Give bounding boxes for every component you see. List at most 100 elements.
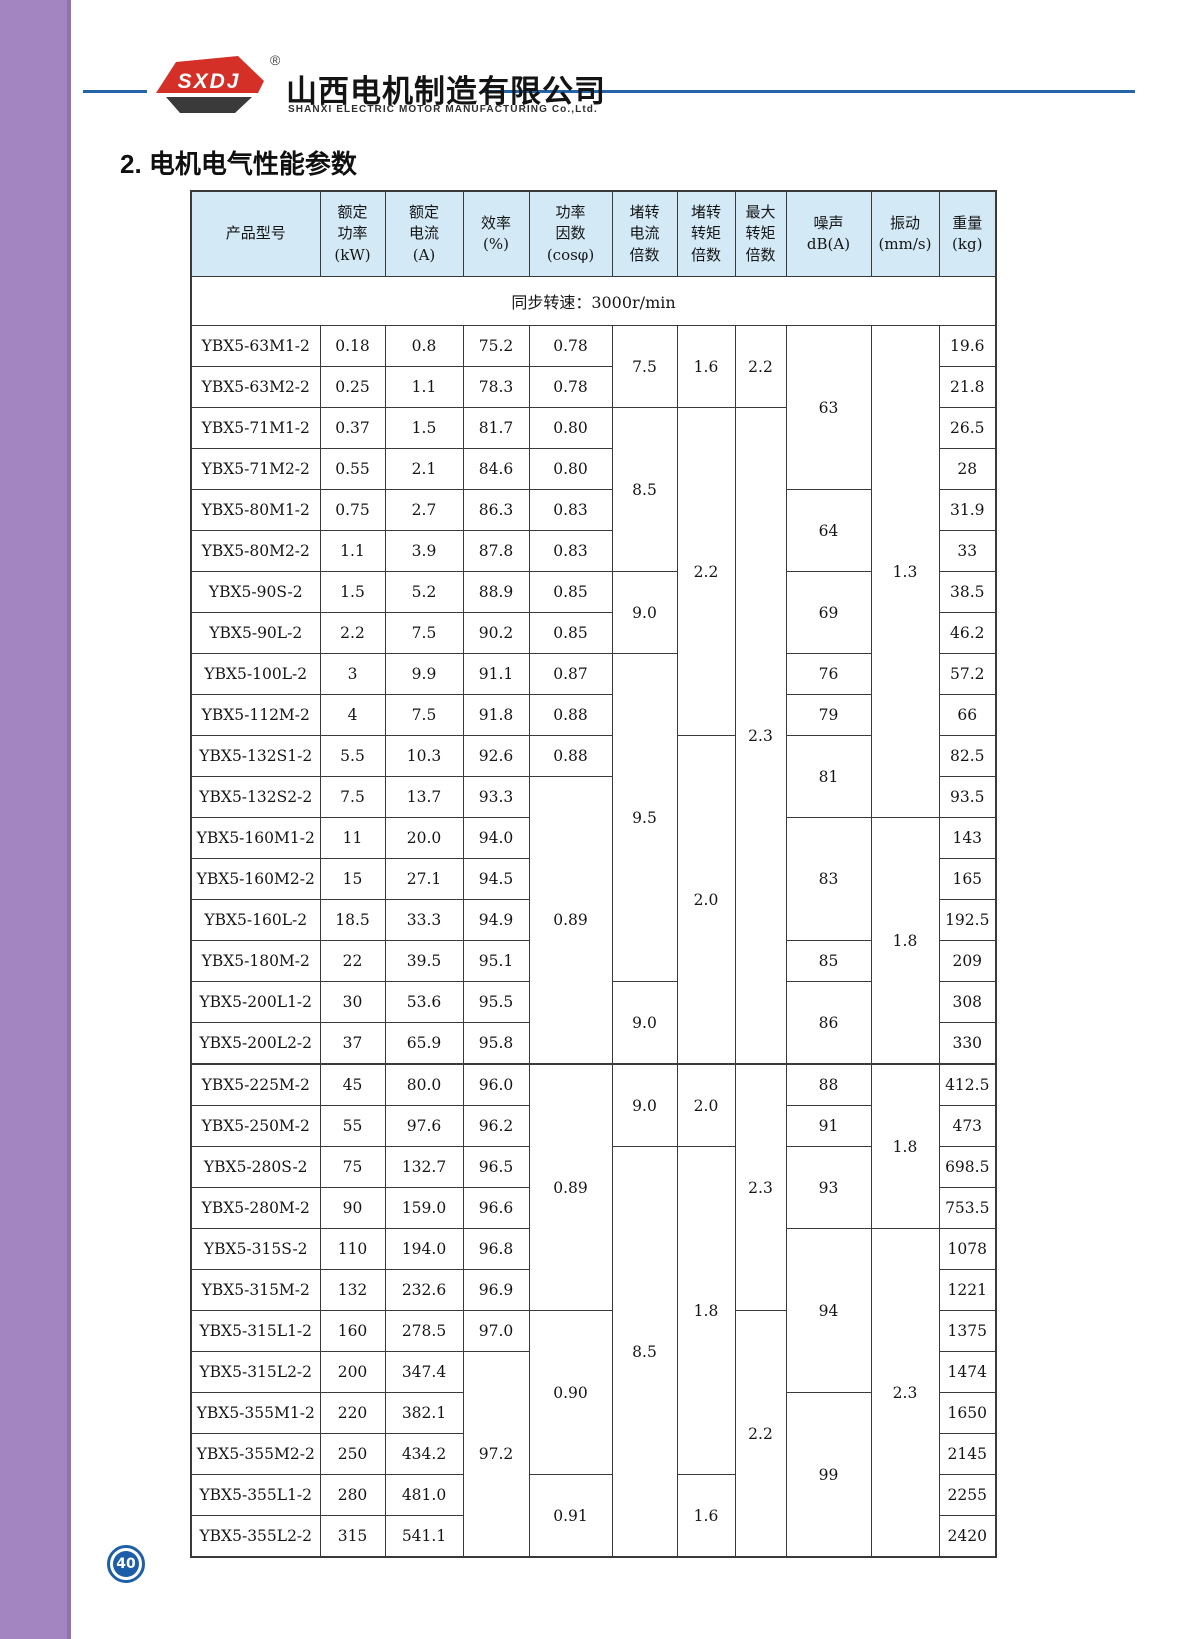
cell-efficiency: 93.3 bbox=[462, 776, 530, 818]
cell-product-model: YBX5-180M-2 bbox=[190, 940, 321, 982]
spec-row-YBX5-90S-2: YBX5-90S-2 1.5 5.2 88.9 0.85 9.0 69 38.5 bbox=[190, 571, 997, 654]
cell-locked-rotor-current-ratio: 8.5 bbox=[611, 407, 678, 572]
cell-rated-current: 2.7 bbox=[384, 489, 464, 531]
spec-header-row: 产品型号 额定 功率 (kW) 额定 电流 (A) 效率 (%) 功率 因数 (cosφ) 堵转 电流 倍数… bbox=[190, 190, 997, 277]
cell-product-model: YBX5-80M1-2 bbox=[190, 489, 321, 531]
header-rule-left bbox=[83, 90, 147, 93]
cell-noise: 79 bbox=[785, 694, 872, 736]
cell-weight: 753.5 bbox=[938, 1187, 997, 1229]
col-header-efficiency: 效率 (%) bbox=[462, 190, 530, 277]
cell-efficiency: 96.9 bbox=[462, 1269, 530, 1311]
cell-rated-current: 7.5 bbox=[384, 612, 464, 654]
cell-rated-power: 75 bbox=[319, 1146, 386, 1188]
spec-row-YBX5-160M1-2: YBX5-160M1-2 11 20.0 94.0 83 1.8 143 bbox=[190, 817, 997, 1065]
cell-rated-current: 1.5 bbox=[384, 407, 464, 449]
cell-noise: 99 bbox=[785, 1392, 872, 1558]
cell-efficiency: 94.9 bbox=[462, 899, 530, 941]
cell-weight: 46.2 bbox=[938, 612, 997, 654]
spec-row-YBX5-315L2-2: YBX5-315L2-2 200 347.4 97.2 1474 bbox=[190, 1351, 997, 1558]
cell-weight: 1375 bbox=[938, 1310, 997, 1352]
cell-rated-power: 2.2 bbox=[319, 612, 386, 654]
cell-rated-power: 315 bbox=[319, 1515, 386, 1558]
cell-locked-rotor-current-ratio: 7.5 bbox=[611, 325, 678, 408]
cell-product-model: YBX5-315S-2 bbox=[190, 1228, 321, 1270]
cell-weight: 473 bbox=[938, 1105, 997, 1147]
page-number: 40 bbox=[113, 1551, 139, 1577]
sidebar-edge-line bbox=[67, 0, 71, 1639]
col-header-power-factor: 功率 因数 (cosφ) bbox=[528, 190, 613, 277]
spec-row-YBX5-112M-2: YBX5-112M-2 4 7.5 91.8 0.88 79 66 bbox=[190, 694, 997, 736]
col-header-rated-power: 额定 功率 (kW) bbox=[319, 190, 386, 277]
cell-rated-current: 80.0 bbox=[384, 1063, 464, 1106]
cell-noise: 64 bbox=[785, 489, 872, 572]
cell-rated-power: 0.55 bbox=[319, 448, 386, 490]
cell-weight: 1221 bbox=[938, 1269, 997, 1311]
cell-rated-power: 7.5 bbox=[319, 776, 386, 818]
cell-locked-rotor-torque-ratio: 2.2 bbox=[676, 407, 736, 736]
cell-vibration: 1.8 bbox=[870, 1063, 940, 1229]
cell-efficiency: 95.8 bbox=[462, 1022, 530, 1065]
cell-rated-current: 53.6 bbox=[384, 981, 464, 1023]
cell-efficiency: 96.2 bbox=[462, 1105, 530, 1147]
spec-row-YBX5-132S1-2: YBX5-132S1-2 5.5 10.3 92.6 0.88 2.0 81 82.5 bbox=[190, 735, 997, 1065]
cell-weight: 308 bbox=[938, 981, 997, 1023]
cell-efficiency: 88.9 bbox=[462, 571, 530, 613]
cell-locked-rotor-current-ratio: 9.0 bbox=[611, 981, 678, 1065]
header-rule-right bbox=[483, 90, 1135, 93]
cell-product-model: YBX5-355L1-2 bbox=[190, 1474, 321, 1516]
cell-rated-current: 33.3 bbox=[384, 899, 464, 941]
cell-rated-current: 1.1 bbox=[384, 366, 464, 408]
cell-rated-current: 434.2 bbox=[384, 1433, 464, 1475]
spec-row-YBX5-71M2-2: YBX5-71M2-2 0.55 2.1 84.6 0.80 28 bbox=[190, 448, 997, 490]
cell-noise: 86 bbox=[785, 981, 872, 1065]
cell-power-factor: 0.83 bbox=[528, 489, 613, 531]
cell-rated-power: 160 bbox=[319, 1310, 386, 1352]
cell-weight: 330 bbox=[938, 1022, 997, 1065]
cell-rated-power: 45 bbox=[319, 1063, 386, 1106]
cell-rated-power: 0.25 bbox=[319, 366, 386, 408]
sxdj-logo-graphic: SXDJ bbox=[156, 56, 264, 113]
spec-row-YBX5-63M2-2: YBX5-63M2-2 0.25 1.1 78.3 0.78 21.8 bbox=[190, 366, 997, 408]
spec-row-YBX5-280M-2: YBX5-280M-2 90 159.0 96.6 753.5 bbox=[190, 1187, 997, 1229]
cell-weight: 82.5 bbox=[938, 735, 997, 777]
cell-efficiency: 96.5 bbox=[462, 1146, 530, 1188]
cell-power-factor: 0.88 bbox=[528, 735, 613, 777]
cell-locked-rotor-current-ratio: 9.5 bbox=[611, 653, 678, 982]
cell-product-model: YBX5-63M1-2 bbox=[190, 325, 321, 367]
cell-weight: 26.5 bbox=[938, 407, 997, 449]
cell-rated-power: 4 bbox=[319, 694, 386, 736]
registered-trademark-icon: ® bbox=[270, 52, 281, 68]
sync-speed-label: 同步转速：3000r/min bbox=[190, 276, 997, 326]
cell-rated-current: 10.3 bbox=[384, 735, 464, 777]
cell-rated-current: 7.5 bbox=[384, 694, 464, 736]
cell-rated-power: 110 bbox=[319, 1228, 386, 1270]
cell-rated-power: 37 bbox=[319, 1022, 386, 1065]
cell-rated-power: 250 bbox=[319, 1433, 386, 1475]
cell-product-model: YBX5-355M1-2 bbox=[190, 1392, 321, 1434]
cell-product-model: YBX5-71M1-2 bbox=[190, 407, 321, 449]
spec-row-YBX5-63M1-2: YBX5-63M1-2 0.18 0.8 75.2 0.78 7.5 1.6 2.2 63 1.3… bbox=[190, 325, 997, 818]
sync-speed-row: 同步转速：3000r/min bbox=[190, 276, 997, 326]
cell-weight: 1650 bbox=[938, 1392, 997, 1434]
cell-rated-power: 15 bbox=[319, 858, 386, 900]
cell-efficiency: 91.8 bbox=[462, 694, 530, 736]
cell-rated-power: 1.5 bbox=[319, 571, 386, 613]
spec-row-YBX5-280S-2: YBX5-280S-2 75 132.7 96.5 8.5 1.8 93 698.5 bbox=[190, 1146, 997, 1558]
cell-product-model: YBX5-355M2-2 bbox=[190, 1433, 321, 1475]
col-header-noise: 噪声 dB(A) bbox=[785, 190, 872, 277]
cell-rated-power: 1.1 bbox=[319, 530, 386, 572]
cell-product-model: YBX5-280M-2 bbox=[190, 1187, 321, 1229]
cell-power-factor: 0.83 bbox=[528, 530, 613, 572]
cell-weight: 698.5 bbox=[938, 1146, 997, 1188]
cell-efficiency: 96.0 bbox=[462, 1063, 530, 1106]
cell-product-model: YBX5-160M2-2 bbox=[190, 858, 321, 900]
cell-rated-current: 3.9 bbox=[384, 530, 464, 572]
svg-text:SXDJ: SXDJ bbox=[178, 70, 241, 93]
spec-row-YBX5-90L-2: YBX5-90L-2 2.2 7.5 90.2 0.85 46.2 bbox=[190, 612, 997, 654]
cell-product-model: YBX5-132S1-2 bbox=[190, 735, 321, 777]
cell-power-factor: 0.90 bbox=[528, 1310, 613, 1475]
cell-rated-current: 382.1 bbox=[384, 1392, 464, 1434]
cell-noise: 69 bbox=[785, 571, 872, 654]
cell-product-model: YBX5-315L1-2 bbox=[190, 1310, 321, 1352]
cell-power-factor: 0.78 bbox=[528, 366, 613, 408]
